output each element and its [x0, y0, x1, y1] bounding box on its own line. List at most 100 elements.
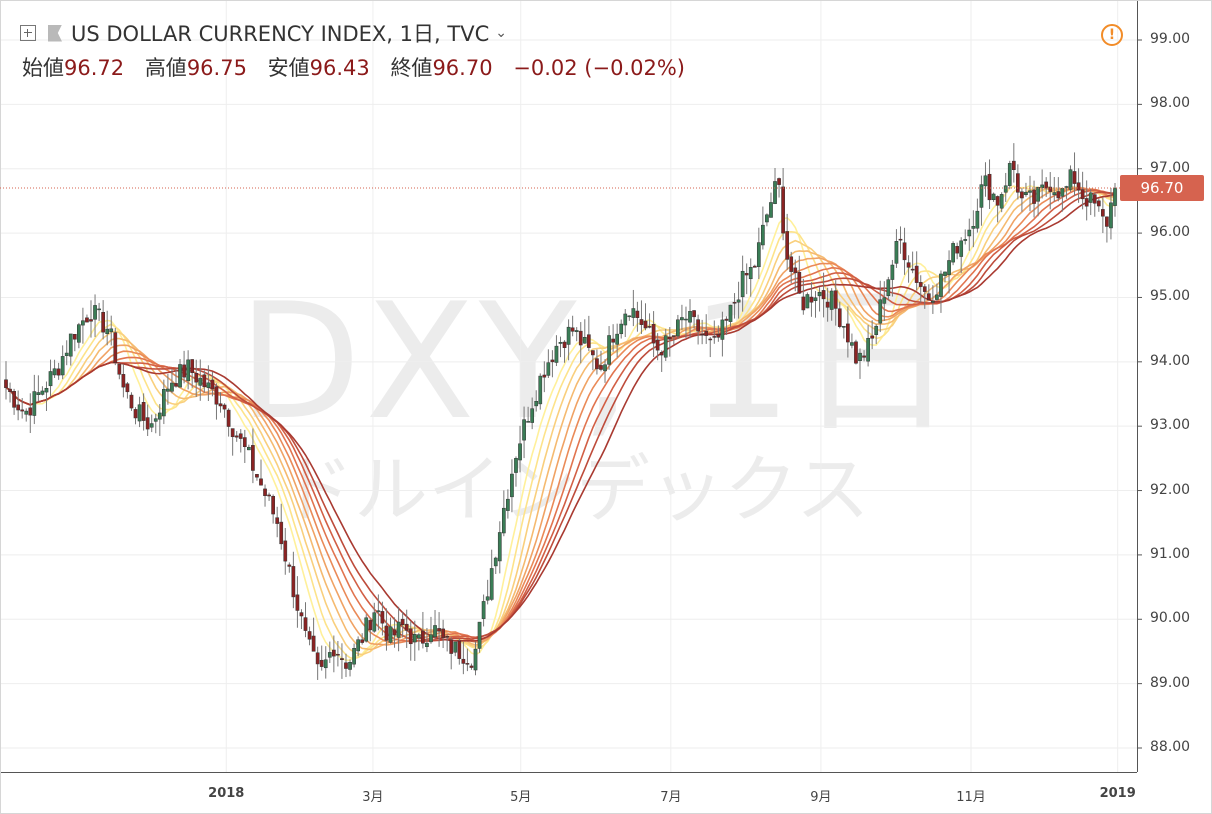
candle [1105, 216, 1109, 243]
candle [109, 315, 114, 346]
candle [538, 373, 543, 410]
candle [833, 280, 838, 326]
candle [785, 213, 790, 270]
candle [425, 627, 429, 653]
flag-icon[interactable] [48, 24, 62, 42]
candle [680, 304, 684, 330]
candle [801, 278, 806, 315]
candle [599, 350, 603, 372]
candle [805, 292, 810, 309]
candle [639, 300, 644, 334]
add-icon[interactable] [20, 25, 36, 41]
candle [453, 641, 458, 657]
candle [671, 335, 676, 345]
candle [603, 359, 607, 383]
candle [489, 549, 494, 602]
high-label: 高値 [144, 56, 187, 80]
candle [663, 328, 668, 362]
price-tick-label: 91.00 [1150, 545, 1191, 562]
candle [902, 227, 907, 275]
candle [918, 275, 923, 303]
candle [910, 251, 915, 274]
candle [1036, 186, 1040, 217]
candle [255, 473, 259, 481]
candle [959, 237, 964, 274]
low-label: 安値 [267, 56, 310, 80]
candle [1113, 183, 1117, 217]
candle [283, 528, 288, 575]
candle [186, 350, 190, 390]
candle [530, 397, 535, 430]
chart-header: US DOLLAR CURRENCY INDEX, 1日, TVC ⌄ [20, 18, 507, 48]
candle [323, 646, 328, 679]
candle [744, 263, 749, 295]
candle [793, 259, 798, 292]
candle [562, 340, 567, 363]
candle [48, 359, 53, 397]
candle [906, 255, 911, 283]
symbol-title[interactable]: US DOLLAR CURRENCY INDEX, 1日, TVC [71, 22, 490, 46]
candle [797, 255, 802, 294]
open-label: 始値 [22, 56, 64, 80]
candle [550, 350, 555, 378]
candle [676, 314, 680, 339]
candle [582, 319, 587, 344]
candle [327, 641, 332, 664]
candle [125, 382, 130, 399]
moving-average-line [5, 187, 1116, 656]
candle [287, 562, 292, 573]
ohlc-legend: 始値96.72 高値96.75 安値96.43 終値96.70 −0.02 (−… [22, 52, 685, 82]
candle [218, 392, 223, 413]
candle [939, 270, 943, 313]
candle [376, 594, 381, 631]
candle [89, 300, 93, 338]
moving-average-line [5, 186, 1115, 651]
candle [303, 602, 308, 638]
candle [352, 643, 356, 668]
candle [566, 319, 571, 361]
candle [319, 645, 324, 671]
candle [1096, 198, 1101, 212]
candle [340, 643, 344, 679]
candle [708, 336, 713, 358]
candle [36, 375, 41, 402]
candle [356, 636, 360, 657]
candle [935, 283, 939, 301]
candle [485, 579, 490, 605]
warning-icon[interactable]: ! [1101, 24, 1123, 46]
candle [291, 551, 296, 609]
candle [429, 616, 433, 644]
candle [554, 335, 559, 367]
candle [1076, 168, 1081, 203]
candle [408, 621, 413, 661]
candle [234, 431, 239, 442]
candle [60, 345, 65, 380]
candle [461, 641, 466, 675]
candle [586, 315, 591, 352]
candle [809, 282, 814, 317]
candle [813, 291, 818, 318]
candle [311, 617, 316, 652]
candle [137, 396, 142, 428]
candle [623, 309, 628, 337]
candle [380, 601, 385, 636]
moving-average-line [5, 184, 1116, 662]
candle [862, 350, 866, 362]
candle [497, 521, 502, 574]
candle [68, 333, 73, 366]
candle [740, 255, 745, 312]
candle [534, 390, 539, 412]
candle [688, 299, 692, 339]
candle [983, 162, 988, 197]
candle [526, 406, 530, 423]
candle [388, 617, 393, 644]
candle [259, 459, 263, 486]
candle [77, 322, 81, 349]
candle [922, 284, 927, 309]
candle [336, 640, 340, 667]
chevron-down-icon[interactable]: ⌄ [495, 25, 507, 41]
candle [360, 633, 365, 645]
